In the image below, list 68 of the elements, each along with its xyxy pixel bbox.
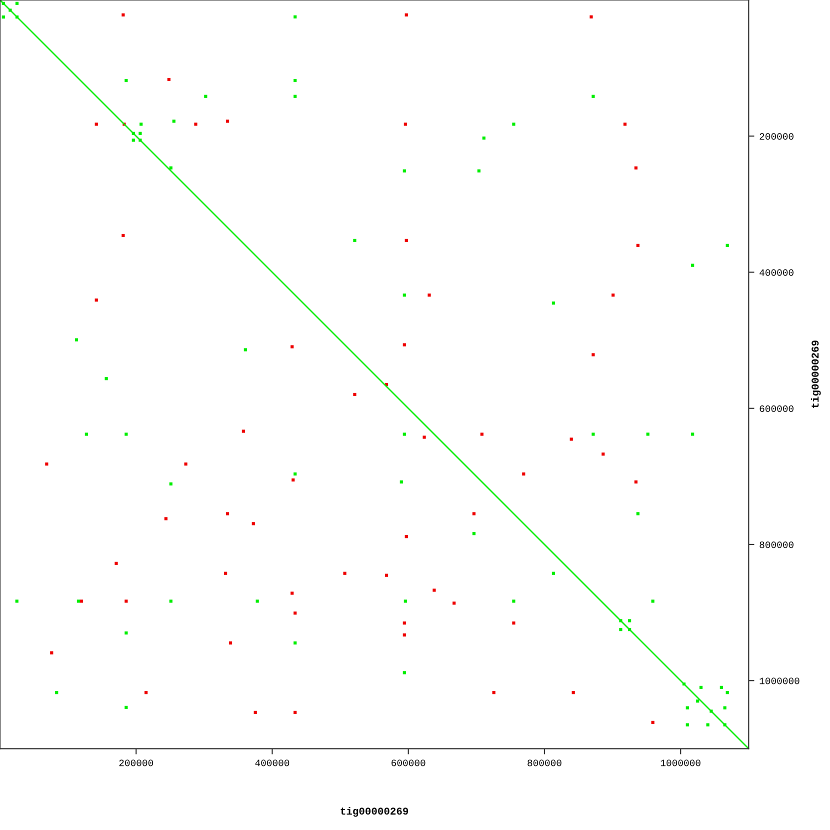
point: [634, 166, 638, 170]
point: [343, 572, 346, 575]
point: [492, 691, 496, 694]
point: [602, 452, 605, 456]
point: [290, 592, 294, 595]
point: [94, 122, 98, 126]
point: [480, 432, 484, 436]
x-tick-label: 800000: [528, 760, 562, 766]
y-tick-label: 1000000: [760, 678, 800, 684]
point: [242, 430, 246, 433]
point: [522, 472, 526, 476]
point: [384, 574, 388, 577]
point: [402, 343, 406, 346]
point: [122, 13, 125, 16]
point: [432, 588, 436, 592]
point: [226, 512, 230, 516]
point: [294, 612, 297, 615]
point: [294, 710, 297, 714]
point: [45, 462, 48, 466]
point: [570, 438, 573, 441]
point: [122, 234, 125, 238]
point: [612, 294, 615, 297]
point: [636, 244, 640, 247]
x-tick-label: 400000: [255, 760, 290, 766]
y-axis-title: tig00000269: [811, 340, 821, 408]
point: [292, 478, 295, 482]
point: [184, 462, 188, 466]
point: [164, 517, 168, 520]
point: [353, 392, 356, 396]
point: [167, 78, 170, 82]
point: [226, 120, 230, 123]
x-tick-label: 1000000: [660, 760, 700, 766]
point: [80, 600, 84, 603]
y-tick-label: 400000: [760, 269, 794, 276]
x-tick-label: 600000: [392, 760, 426, 766]
point: [428, 294, 431, 297]
point: [114, 562, 118, 565]
point: [194, 122, 198, 126]
point: [124, 600, 128, 603]
point: [422, 436, 426, 439]
point: [404, 238, 408, 242]
x-tick-label: 200000: [119, 760, 154, 766]
point: [590, 15, 593, 18]
y-tick-label: 600000: [760, 405, 794, 412]
point: [402, 633, 406, 636]
point: [402, 621, 406, 625]
point: [404, 122, 407, 126]
point: [572, 691, 575, 694]
point: [592, 353, 595, 356]
point: [224, 572, 228, 575]
point: [452, 602, 456, 605]
point: [144, 691, 148, 694]
point: [254, 710, 257, 714]
y-tick-label: 800000: [760, 542, 794, 548]
point: [228, 641, 232, 644]
point: [50, 651, 54, 654]
point: [651, 720, 654, 724]
point: [252, 522, 255, 526]
point: [404, 13, 408, 16]
y-tick-label: 200000: [760, 133, 794, 140]
point: [404, 535, 408, 538]
point: [290, 345, 294, 348]
point: [472, 512, 476, 516]
point: [94, 298, 98, 302]
x-axis-title: tig00000269: [340, 807, 408, 817]
point: [512, 621, 516, 625]
point: [623, 122, 627, 126]
point: [634, 480, 638, 484]
